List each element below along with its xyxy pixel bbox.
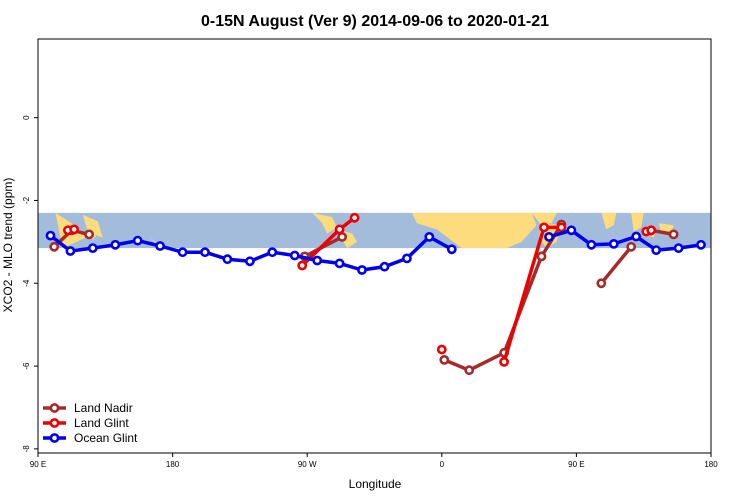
x-tick-label: 180 — [704, 460, 718, 469]
data-point-land-glint — [334, 224, 345, 235]
data-point-ocean-glint — [357, 265, 367, 275]
data-point-ocean-glint — [65, 246, 76, 256]
data-point-ocean-glint — [244, 256, 255, 267]
x-tick-label: 180 — [166, 460, 180, 469]
data-point-ocean-glint — [608, 238, 619, 249]
data-point-ocean-glint — [401, 253, 412, 264]
data-point-ocean-glint — [586, 239, 597, 250]
legend-marker-land-nadir — [49, 403, 60, 413]
data-point-ocean-glint — [379, 261, 390, 272]
series-ocean-glint — [45, 225, 706, 275]
data-point-ocean-glint — [177, 247, 188, 258]
x-tick-label: 90 W — [298, 460, 317, 469]
data-point-ocean-glint — [566, 225, 577, 236]
data-point-land-nadir — [84, 229, 94, 240]
data-point-ocean-glint — [87, 243, 98, 253]
data-point-land-nadir — [626, 241, 637, 252]
data-point-ocean-glint — [222, 254, 233, 265]
data-point-land-glint — [499, 356, 509, 367]
data-point-land-glint — [556, 222, 567, 233]
data-point-ocean-glint — [673, 243, 684, 253]
land-shape — [150, 237, 158, 246]
y-axis-label: XCO2 - MLO trend (ppm) — [1, 178, 15, 313]
data-point-ocean-glint — [631, 231, 642, 242]
data-point-land-nadir — [596, 278, 607, 289]
x-tick-label: 0 — [440, 460, 445, 469]
land-shape — [312, 212, 338, 234]
legend-marker-ocean-glint — [49, 433, 60, 443]
legend-label-land-glint: Land Glint — [74, 416, 129, 430]
data-point-ocean-glint — [544, 231, 554, 242]
legend-marker-land-glint — [49, 418, 60, 428]
data-point-ocean-glint — [651, 245, 662, 255]
chart-title: 0-15N August (Ver 9) 2014-09-06 to 2020-… — [201, 13, 549, 30]
x-tick-label: 90 E — [568, 460, 584, 469]
y-tick-label: -8 — [22, 445, 31, 453]
data-point-ocean-glint — [267, 247, 278, 258]
y-tick-label: -2 — [22, 196, 31, 204]
x-tick-label: 90 E — [30, 460, 46, 469]
land-shape — [631, 212, 644, 232]
plot-frame — [37, 38, 712, 454]
series-line-land-nadir — [599, 245, 633, 285]
data-point-land-nadir — [439, 354, 450, 365]
data-point-ocean-glint — [289, 250, 300, 261]
data-point-land-glint — [69, 224, 79, 235]
x-axis-label: Longitude — [349, 477, 402, 491]
series-layer — [45, 212, 706, 376]
data-point-ocean-glint — [446, 244, 457, 255]
legend-label-land-nadir: Land Nadir — [74, 401, 133, 415]
series-land-glint — [63, 212, 657, 367]
data-point-ocean-glint — [312, 255, 323, 266]
legend-label-ocean-glint: Ocean Glint — [74, 431, 138, 445]
data-point-ocean-glint — [200, 247, 210, 258]
data-point-ocean-glint — [334, 258, 345, 269]
data-point-land-nadir — [464, 365, 475, 376]
data-point-land-glint — [646, 225, 657, 236]
data-point-land-nadir — [536, 251, 547, 262]
x-axis: 90 E 180 90 W 0 90 E 180 — [30, 453, 718, 469]
data-point-ocean-glint — [696, 239, 706, 250]
data-point-ocean-glint — [45, 230, 56, 241]
y-axis: 0 -2 -4 -6 -8 — [22, 115, 38, 453]
y-tick-label: -4 — [22, 279, 31, 287]
land-shape — [601, 212, 617, 230]
y-tick-label: -6 — [22, 362, 31, 370]
data-point-land-nadir — [337, 231, 347, 242]
land-shape — [531, 212, 557, 226]
data-point-land-glint — [539, 222, 549, 233]
data-point-ocean-glint — [132, 235, 143, 246]
land-shape — [411, 212, 537, 249]
data-point-ocean-glint — [424, 231, 435, 242]
data-point-ocean-glint — [110, 239, 121, 250]
data-point-land-nadir — [49, 241, 60, 252]
data-point-land-glint — [349, 212, 360, 223]
y-tick-label: 0 — [22, 115, 31, 120]
data-point-land-nadir — [668, 229, 679, 240]
data-point-land-glint — [297, 260, 308, 271]
data-point-ocean-glint — [155, 241, 165, 251]
data-point-land-glint — [436, 344, 447, 355]
land-shape — [82, 214, 103, 238]
